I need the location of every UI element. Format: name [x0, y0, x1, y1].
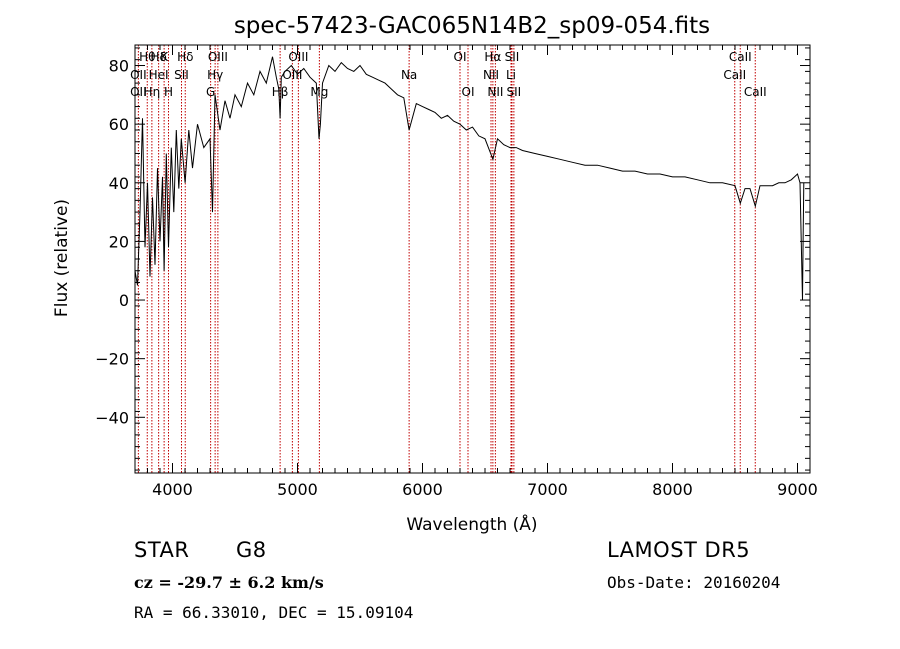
- line-label: SII: [505, 50, 520, 64]
- x-axis-label: Wavelength (Å): [406, 513, 537, 535]
- line-label: G: [206, 85, 215, 99]
- line-label: OIII: [208, 50, 228, 64]
- x-tick-label: 7000: [527, 480, 568, 499]
- line-label: NII: [487, 85, 503, 99]
- line-label: Li: [506, 68, 516, 82]
- line-label: Hδ: [150, 50, 166, 64]
- line-label: OIII: [288, 50, 308, 64]
- line-label: Hη: [144, 85, 161, 99]
- x-tick-label: 4000: [152, 480, 193, 499]
- line-label: OI: [454, 50, 467, 64]
- line-label: SII: [507, 85, 522, 99]
- line-label: CaII: [744, 85, 767, 99]
- line-label: H: [164, 85, 173, 99]
- x-tick-label: 5000: [277, 480, 318, 499]
- y-tick-label: −40: [95, 408, 129, 427]
- line-label: Hδ: [177, 50, 193, 64]
- line-label: OII: [130, 68, 147, 82]
- line-label: Hβ: [272, 85, 289, 99]
- line-label: K: [160, 50, 169, 64]
- line-label: Na: [401, 68, 417, 82]
- spectrum-series-line: [134, 56, 805, 301]
- spectral-line-labels: HθOIIOIIHηHδHeIKHSIIHδGHγOIIIHβOIIIOIIIM…: [130, 50, 767, 99]
- spectral-line-markers: [137, 45, 756, 473]
- x-tick-label: 9000: [777, 480, 818, 499]
- axis-tick-labels: 4000 5000 6000 7000 8000 9000 −40 −20 0 20 40 60 80: [95, 57, 818, 499]
- observation-date: Obs-Date: 20160204: [607, 573, 781, 592]
- coordinates: RA = 66.33010, DEC = 15.09104: [134, 603, 414, 622]
- line-label: OIII: [282, 68, 302, 82]
- line-label: OI: [462, 85, 475, 99]
- line-label: Hα: [484, 50, 501, 64]
- redshift-value: cz = -29.7 ± 6.2 km/s: [134, 573, 324, 592]
- y-tick-label: 40: [109, 174, 129, 193]
- line-label: NII: [483, 68, 499, 82]
- line-label: CaII: [729, 50, 752, 64]
- axis-ticks: [134, 45, 811, 473]
- plot-frame: [134, 44, 811, 474]
- y-tick-label: −20: [95, 350, 129, 369]
- line-label: Hθ: [139, 50, 155, 64]
- y-tick-label: 0: [119, 291, 129, 310]
- y-tick-label: 80: [109, 57, 129, 76]
- line-label: SII: [174, 68, 189, 82]
- y-tick-label: 60: [109, 115, 129, 134]
- line-label: Hγ: [207, 68, 223, 82]
- x-tick-label: 6000: [402, 480, 443, 499]
- line-label: CaII: [723, 68, 746, 82]
- survey-name: LAMOST DR5: [607, 538, 751, 562]
- object-subclass: G8: [236, 538, 267, 562]
- chart-title: spec-57423-GAC065N14B2_sp09-054.fits: [234, 13, 710, 39]
- object-class: STAR: [134, 538, 190, 562]
- x-tick-label: 8000: [652, 480, 693, 499]
- line-label: HeI: [149, 68, 169, 82]
- line-label: OII: [130, 85, 147, 99]
- y-tick-label: 20: [109, 232, 129, 251]
- line-label: Mg: [310, 85, 328, 99]
- y-axis-label: Flux (relative): [52, 199, 72, 317]
